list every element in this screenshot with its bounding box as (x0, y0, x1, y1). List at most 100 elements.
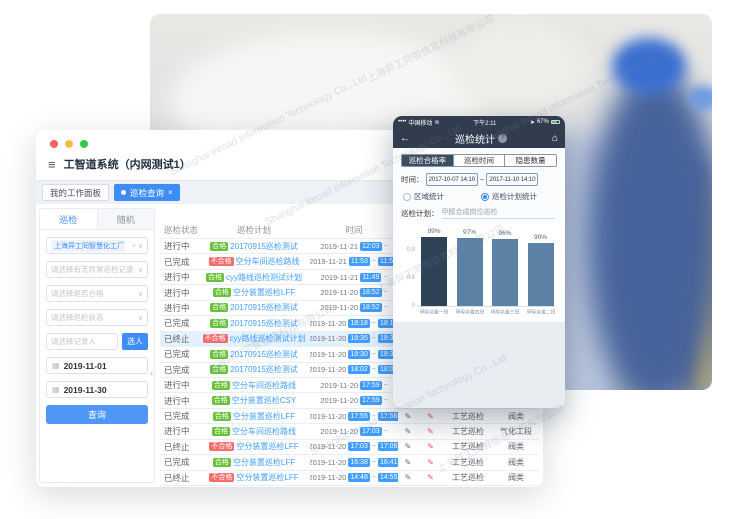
edit-icon[interactable]: ✎ (404, 411, 412, 421)
table-row[interactable]: 已完成 合格 空分装置巡检LFF 2019-11-20 17:55 ~17:56 ✎ ✎ 工艺巡… (160, 409, 539, 425)
time-cell: 2019-11-21 12:03 ~ (310, 241, 398, 251)
time-cell: 2019-11-21 11:49 ~ (310, 272, 398, 282)
home-icon[interactable]: ⌂ (551, 132, 558, 144)
start-time-chip: 18:18 (348, 318, 370, 328)
plan-link[interactable]: 空分装置巡检LFF (236, 442, 299, 452)
tilde-separator: ~ (371, 350, 376, 358)
range-end-field[interactable]: 2017-11-10 14:10 (486, 172, 539, 186)
bar-甲醇装置一班[interactable] (421, 236, 447, 306)
table-row[interactable]: 已完成 合格 空分装置巡检LFF 2019-11-20 16:38 ~16:41 ✎ ✎ 工艺巡… (160, 455, 539, 471)
result-badge: 不合格 (208, 257, 234, 267)
sign-icon[interactable]: ✎ (427, 442, 434, 452)
sign-icon[interactable]: ✎ (427, 426, 434, 436)
result-badge: 合格 (212, 380, 230, 390)
start-time-chip: 16:38 (348, 457, 370, 467)
radio-checked-icon[interactable] (481, 192, 489, 201)
workspace-tab-0[interactable]: 我的工作面板 (42, 184, 110, 201)
plan-link[interactable]: 空分车间巡检路线 (235, 257, 300, 267)
edit-icon[interactable]: ✎ (404, 473, 412, 483)
status-cell: 进行中 (164, 426, 190, 437)
edit-icon[interactable]: ✎ (404, 457, 412, 467)
plan-input[interactable]: 甲醇合成岗位巡检 (441, 207, 555, 219)
range-start-field[interactable]: 2017-10-07 14:10 (425, 172, 479, 186)
status-cell: 已完成 (164, 364, 190, 375)
time-cell: 2019-11-20 17:59 ~ (310, 380, 398, 390)
date-end-field[interactable]: ▦ 2019-11-30 (46, 381, 148, 398)
plan-cell: 合格 20170915巡检测试 (198, 302, 310, 313)
plan-link[interactable]: 空分车间巡检路线 (232, 380, 296, 390)
back-icon[interactable]: ← (400, 132, 410, 144)
photo-blue-helmet (688, 86, 712, 110)
date-text: 2019-11-20 (310, 349, 347, 359)
date-start-field[interactable]: ▦ 2019-11-01 (46, 357, 148, 374)
end-time-chip: 17:06 (377, 442, 398, 452)
plan-cell: 合格 空分车间巡检路线 (198, 426, 310, 437)
query-button[interactable]: 查询 (46, 405, 148, 424)
select-clear-and-caret[interactable]: × ∨ (131, 242, 143, 250)
end-time-chip: 18:31 (377, 349, 398, 359)
phone-segmented-tabs: 巡检合格率 巡检时间 隐患数量 (401, 154, 557, 167)
radio-option-1[interactable]: 巡检计划统计 (481, 191, 559, 202)
phone-tab-0[interactable]: 巡检合格率 (402, 155, 453, 166)
bar-甲醇装置三班[interactable] (492, 238, 518, 306)
recorder-input[interactable]: 请选择记录人 (46, 333, 118, 350)
hamburger-menu-icon[interactable]: ≡ (48, 156, 56, 172)
x-axis-label: 甲醇装置一班 (419, 310, 449, 316)
maximize-window-icon[interactable] (80, 140, 88, 148)
column-header: 巡检计划 (236, 225, 271, 235)
filter-select-0[interactable]: 请选择有无异常巡检记录 ∨ (46, 261, 148, 278)
date-text: 2019-11-20 (320, 396, 359, 406)
radio-unchecked-icon[interactable] (403, 192, 411, 201)
plan-link[interactable]: cyy路线巡检测试计划 (229, 334, 306, 344)
edit-icon[interactable]: ✎ (404, 426, 412, 436)
plan-link[interactable]: 空分装置巡检LFF (232, 411, 296, 421)
plan-link[interactable]: 空分装置巡检LFF (236, 473, 299, 483)
plan-cell: 合格 20170915巡检测试 (198, 349, 310, 360)
plan-link[interactable]: 20170915巡检测试 (230, 303, 298, 313)
plan-link[interactable]: 空分装置巡检LFF (232, 457, 296, 467)
close-tab-icon[interactable]: × (168, 188, 173, 197)
sidebar-tab-0[interactable]: 巡检 (40, 209, 97, 229)
close-window-icon[interactable] (50, 140, 58, 148)
chevron-down-icon: ∨ (137, 314, 143, 322)
phone-tab-1[interactable]: 巡检时间 (452, 155, 505, 166)
date-text: 2019-11-20 (310, 411, 347, 421)
bar-甲醇装置四班[interactable] (456, 238, 483, 306)
plan-cell: 合格 空分装置巡检LFF (198, 457, 310, 468)
sign-icon[interactable]: ✎ (427, 473, 434, 483)
workspace-tab-1[interactable]: 巡检查询 × (114, 184, 180, 201)
phone-page-title: 巡检统计 (454, 134, 495, 146)
sidebar-collapse-handle[interactable]: ‹ (150, 368, 154, 379)
pass-rate-bar-chart: 0 0.4 0.8 99% 甲醇装置一班 97% 甲醇装置四班 96% 甲醇装置三班 90% 甲醇装… (397, 224, 561, 320)
status-cell: 已终止 (164, 472, 190, 483)
inspection-area-cell: 阀类 (508, 473, 524, 483)
table-row[interactable]: 已终止 不合格 空分装置巡检LFF 2019-11-20 14:48 ~14:55 ✎ ✎ 工艺… (160, 471, 539, 486)
plan-link[interactable]: 空分车间巡检路线 (232, 426, 296, 436)
sign-cell: ✎ (418, 442, 443, 451)
org-select[interactable]: 上海异工同智慧化工厂 × × ∨ (46, 237, 148, 254)
bar-甲醇装置二班[interactable] (527, 243, 554, 306)
filter-select-2[interactable]: 请选择巡检状态 ∨ (46, 309, 148, 326)
plan-link[interactable]: 20170915巡检测试 (230, 241, 298, 251)
info-icon[interactable]: ? (497, 133, 507, 143)
y-axis-tick: 0.8 (406, 247, 415, 253)
filter-select-1[interactable]: 请选择是否合格 ∨ (46, 285, 148, 302)
pick-person-button[interactable]: 选人 (122, 333, 148, 350)
table-row[interactable]: 已终止 不合格 空分装置巡检LFF 2019-11-20 17:03 ~17:06 ✎ ✎ 工艺… (160, 440, 539, 456)
battery-percent: 67% (536, 119, 549, 125)
table-row[interactable]: 进行中 合格 空分车间巡检路线 2019-11-20 17:03 ~ ✎ ✎ 工艺巡检 气化工段 (160, 424, 539, 440)
sign-icon[interactable]: ✎ (427, 457, 434, 467)
sign-icon[interactable]: ✎ (427, 411, 434, 421)
plan-link[interactable]: 20170915巡检测试 (230, 365, 298, 375)
radio-option-0[interactable]: 区域统计 (403, 191, 481, 202)
plan-link[interactable]: 20170915巡检测试 (230, 349, 298, 359)
sidebar-tab-1[interactable]: 随机 (96, 209, 154, 229)
minimize-window-icon[interactable] (65, 140, 73, 148)
edit-icon[interactable]: ✎ (404, 442, 412, 452)
phone-tab-2[interactable]: 隐患数量 (504, 155, 556, 166)
plan-link[interactable]: cyy路线巡检测试计划 (226, 272, 302, 282)
plan-link[interactable]: 空分装置巡检LFF (232, 288, 296, 298)
plan-link[interactable]: 空分装置巡检CSY (231, 396, 297, 406)
select-placeholder: 请选择有无异常巡检记录 (51, 265, 134, 274)
plan-link[interactable]: 20170915巡检测试 (230, 318, 298, 328)
